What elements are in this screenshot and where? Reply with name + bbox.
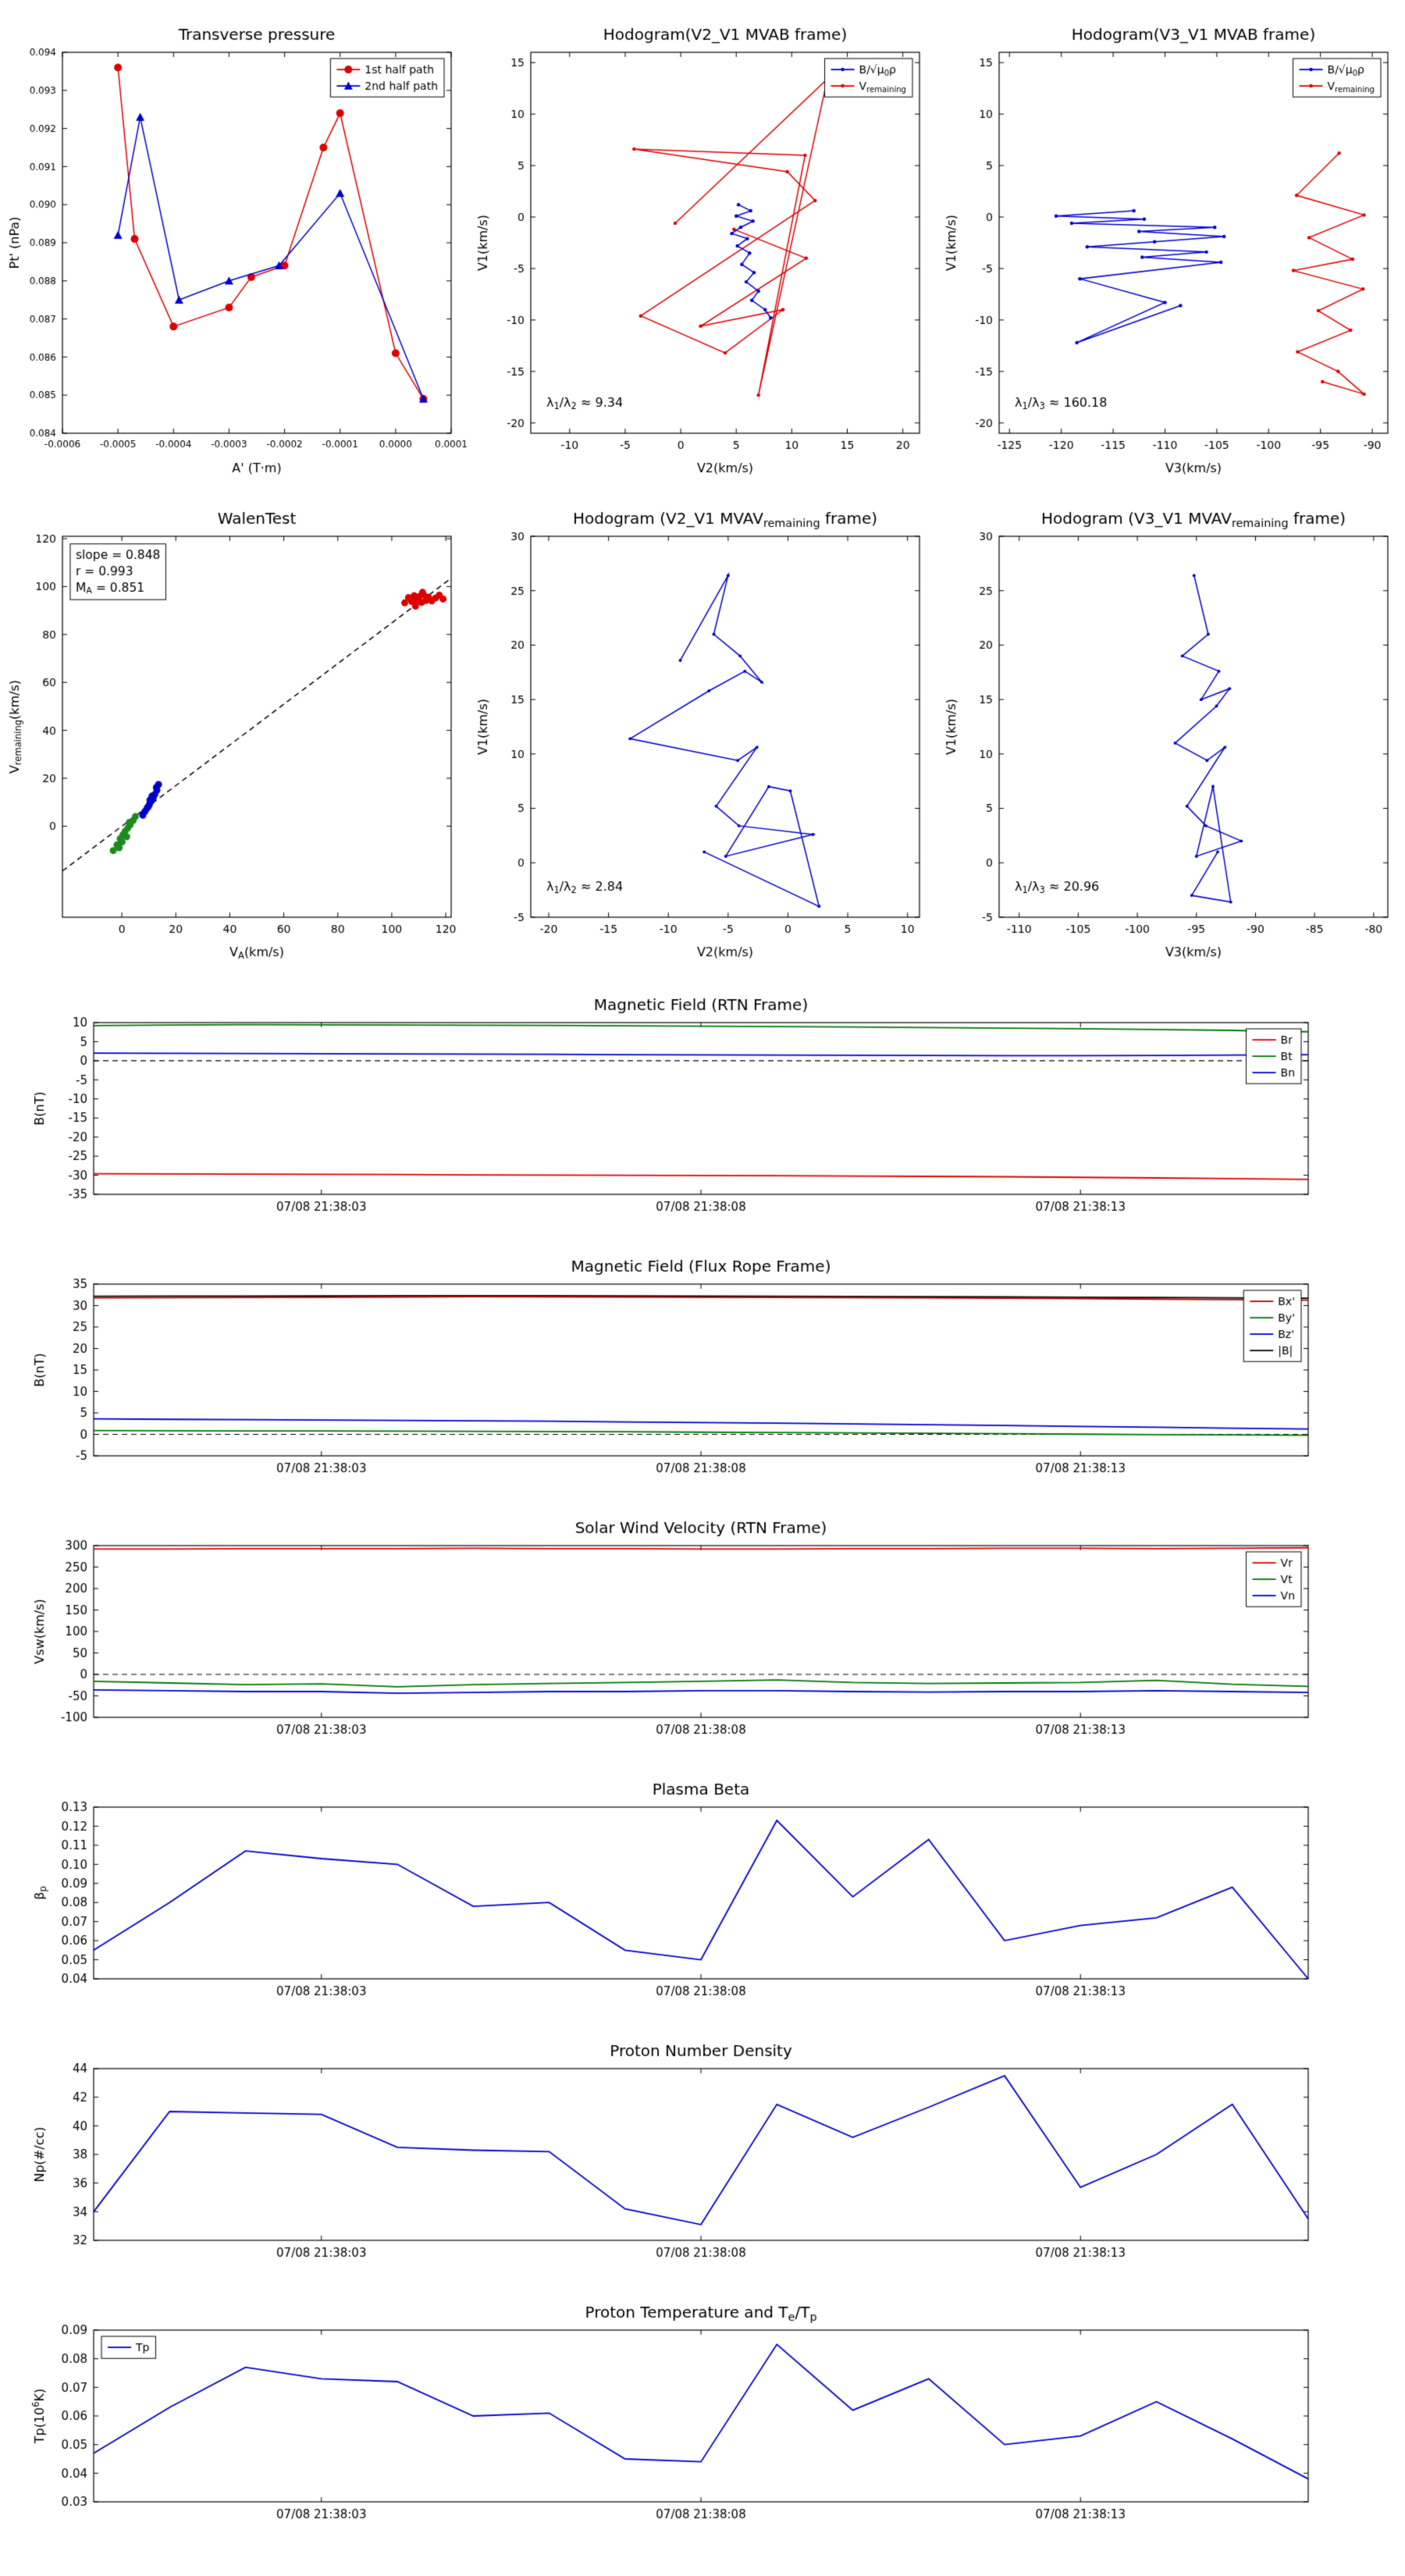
magnetic-field-rtn-chart [0, 972, 1405, 1229]
solar-wind-velocity-chart [0, 1495, 1405, 1752]
walen-test-chart [0, 496, 468, 964]
hodogram-v2v1-mvav-chart [468, 496, 937, 964]
hodogram-v3v1-mvab-chart [937, 12, 1405, 480]
hodogram-v2v1-mvab-chart [468, 12, 937, 480]
plasma-beta-chart [0, 1756, 1405, 2014]
magnetic-field-flux-rope-chart [0, 1233, 1405, 1491]
proton-density-chart [0, 2018, 1405, 2275]
proton-temperature-chart [0, 2279, 1405, 2537]
transverse-pressure-chart [0, 12, 468, 480]
hodogram-v3v1-mvav-chart [937, 496, 1405, 964]
